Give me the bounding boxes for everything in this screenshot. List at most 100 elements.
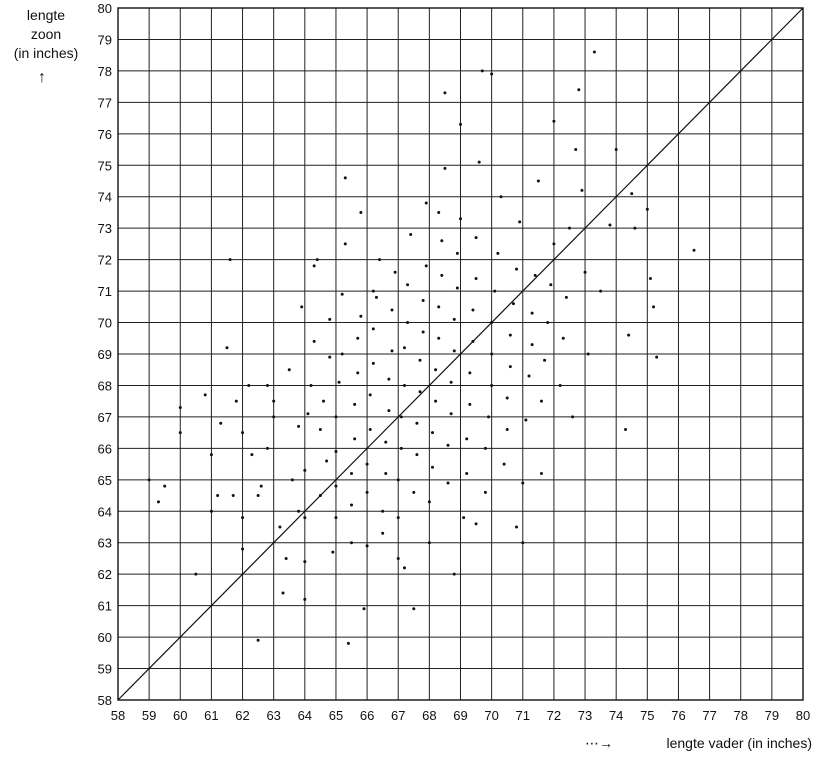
data-point bbox=[474, 236, 478, 240]
data-point bbox=[318, 494, 322, 498]
y-tick-label: 79 bbox=[98, 32, 112, 47]
data-point bbox=[474, 522, 478, 526]
data-point bbox=[399, 446, 403, 450]
data-point bbox=[515, 525, 519, 529]
data-point bbox=[396, 478, 400, 482]
data-point bbox=[530, 343, 534, 347]
y-tick-label: 73 bbox=[98, 221, 112, 236]
data-point bbox=[334, 450, 338, 454]
data-point bbox=[365, 544, 369, 548]
data-point bbox=[446, 481, 450, 485]
data-point bbox=[359, 210, 363, 214]
data-point bbox=[549, 283, 553, 287]
data-point bbox=[312, 339, 316, 343]
y-tick-label: 78 bbox=[98, 64, 112, 79]
data-point bbox=[574, 148, 578, 152]
data-point bbox=[303, 597, 307, 601]
x-tick-label: 58 bbox=[111, 708, 125, 723]
y-tick-labels: 58 59 60 61 62 63 64 65 66 67 68 69 70 71 72 73 74 75 76 77… bbox=[98, 1, 112, 708]
data-point bbox=[399, 415, 403, 419]
data-point bbox=[178, 431, 182, 435]
x-tick-label: 69 bbox=[453, 708, 467, 723]
data-point bbox=[231, 494, 235, 498]
data-point bbox=[331, 550, 335, 554]
x-tick-label: 64 bbox=[298, 708, 312, 723]
data-point bbox=[645, 207, 649, 211]
data-point bbox=[452, 317, 456, 321]
y-tick-label: 65 bbox=[98, 473, 112, 488]
data-point bbox=[356, 336, 360, 340]
data-point bbox=[455, 251, 459, 255]
data-point bbox=[216, 494, 220, 498]
y-tick-label: 75 bbox=[98, 158, 112, 173]
y-tick-label: 63 bbox=[98, 536, 112, 551]
x-tick-label: 79 bbox=[765, 708, 779, 723]
y-axis-label-line-3: (in inches) bbox=[13, 45, 79, 61]
data-point bbox=[334, 516, 338, 520]
data-point bbox=[459, 217, 462, 221]
data-point bbox=[278, 525, 282, 529]
data-point bbox=[577, 88, 581, 92]
data-point bbox=[434, 399, 438, 403]
data-point bbox=[371, 327, 375, 331]
x-tick-label: 67 bbox=[391, 708, 405, 723]
data-point bbox=[328, 355, 332, 359]
x-tick-label: 80 bbox=[796, 708, 810, 723]
data-point bbox=[300, 305, 304, 309]
x-tick-label: 71 bbox=[516, 708, 530, 723]
data-point bbox=[402, 383, 406, 387]
x-tick-labels: 58 59 60 61 62 63 64 65 66 67 68 69 70 71 72 73 74 75 76 77… bbox=[111, 708, 810, 723]
data-point bbox=[430, 431, 434, 435]
data-point bbox=[315, 258, 319, 262]
data-point bbox=[350, 541, 354, 545]
data-point bbox=[241, 547, 245, 551]
x-tick-label: 62 bbox=[235, 708, 249, 723]
data-point bbox=[630, 192, 634, 196]
data-point bbox=[421, 299, 425, 303]
data-point bbox=[490, 352, 494, 356]
data-point bbox=[418, 358, 422, 362]
data-point bbox=[297, 424, 301, 428]
data-point bbox=[340, 292, 344, 296]
data-point bbox=[449, 412, 453, 416]
data-point bbox=[567, 226, 571, 230]
data-point bbox=[368, 427, 372, 431]
x-tick-label: 75 bbox=[640, 708, 654, 723]
data-point bbox=[533, 273, 537, 277]
data-point bbox=[652, 305, 656, 309]
data-point bbox=[490, 72, 494, 76]
data-point bbox=[353, 437, 357, 441]
data-point bbox=[608, 223, 612, 227]
data-point bbox=[303, 468, 307, 472]
data-point bbox=[225, 346, 229, 350]
data-point bbox=[443, 166, 447, 170]
data-point bbox=[371, 289, 375, 293]
data-point bbox=[265, 446, 269, 450]
data-point bbox=[384, 472, 388, 476]
reference-diagonal bbox=[117, 7, 804, 701]
data-point bbox=[241, 516, 245, 520]
data-point bbox=[234, 399, 238, 403]
data-point bbox=[415, 421, 419, 425]
y-tick-label: 71 bbox=[98, 284, 112, 299]
data-point bbox=[430, 465, 434, 469]
data-point bbox=[297, 509, 301, 513]
data-point bbox=[437, 210, 441, 214]
data-point bbox=[571, 415, 575, 419]
x-tick-label: 76 bbox=[671, 708, 685, 723]
data-point bbox=[465, 437, 469, 441]
data-point bbox=[440, 273, 444, 277]
data-point bbox=[396, 516, 400, 520]
data-point bbox=[508, 333, 512, 337]
data-point bbox=[387, 377, 391, 381]
data-point bbox=[437, 336, 441, 340]
data-point bbox=[586, 352, 590, 356]
data-point bbox=[163, 484, 167, 488]
data-point bbox=[393, 270, 397, 274]
data-point bbox=[633, 226, 637, 230]
data-points bbox=[147, 50, 696, 645]
data-point bbox=[527, 374, 531, 378]
y-axis-label-line-2: zoon bbox=[30, 26, 62, 42]
data-point bbox=[147, 478, 151, 482]
data-point bbox=[624, 427, 628, 431]
